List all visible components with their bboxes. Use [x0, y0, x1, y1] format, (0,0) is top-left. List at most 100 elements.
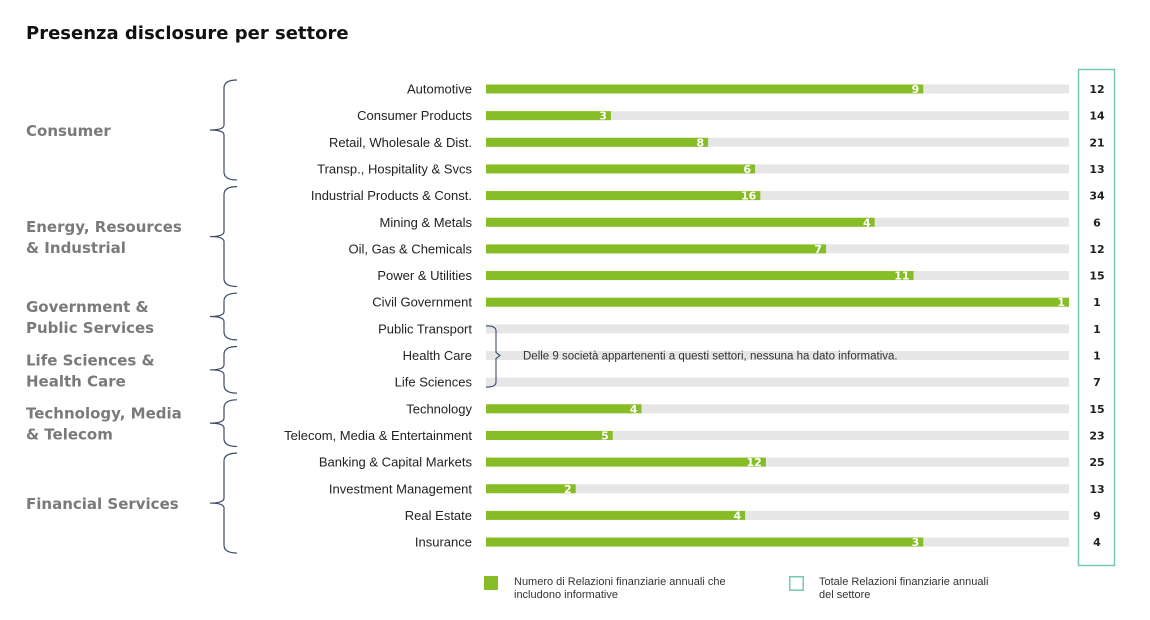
bar-value-label: 3 — [599, 110, 607, 123]
bar-includes — [486, 457, 766, 467]
total-value-label: 13 — [1089, 483, 1104, 496]
total-value-label: 15 — [1089, 270, 1104, 283]
bar-value-label: 9 — [912, 83, 920, 96]
category-label: Oil, Gas & Chemicals — [348, 241, 472, 256]
total-value-label: 12 — [1089, 83, 1104, 96]
category-label: Industrial Products & Const. — [311, 188, 472, 203]
bar-value-label: 4 — [863, 216, 871, 229]
note-bracket — [485, 325, 501, 388]
group-bracket — [209, 292, 238, 341]
total-value-label: 13 — [1089, 163, 1104, 176]
group-bracket — [209, 79, 238, 181]
bar-track — [486, 404, 1069, 414]
bar-track — [486, 484, 1069, 494]
category-label: Transp., Hospitality & Svcs — [317, 161, 472, 176]
group-label: Health Care — [26, 372, 126, 390]
bar-track — [486, 324, 1069, 334]
bar-value-label: 16 — [741, 190, 757, 203]
category-label: Telecom, Media & Entertainment — [284, 428, 472, 443]
bar-track — [486, 351, 1069, 360]
bar-value-label: 11 — [894, 270, 909, 283]
legend-label: Totale Relazioni finanziarie annuali — [819, 576, 988, 588]
bar-value-label: 1 — [1057, 296, 1065, 309]
bar-includes — [486, 484, 576, 494]
category-label: Real Estate — [405, 508, 472, 523]
bar-track — [486, 191, 1069, 201]
bar-track — [486, 377, 1069, 387]
total-value-label: 14 — [1089, 110, 1105, 123]
category-label: Technology — [406, 401, 472, 416]
bar-includes — [486, 191, 761, 201]
bar-value-label: 5 — [601, 429, 609, 442]
total-value-label: 7 — [1093, 376, 1101, 389]
bar-includes — [486, 404, 642, 414]
bar-track — [486, 164, 1069, 174]
total-value-label: 6 — [1093, 216, 1101, 229]
bar-includes — [486, 430, 613, 440]
category-label: Insurance — [415, 535, 472, 550]
category-label: Civil Government — [372, 295, 472, 310]
group-label: Consumer — [26, 122, 111, 140]
total-value-label: 1 — [1093, 296, 1101, 309]
category-label: Retail, Wholesale & Dist. — [329, 135, 472, 150]
legend-swatch-includes — [484, 576, 498, 590]
group-bracket — [209, 186, 238, 288]
bar-value-label: 4 — [630, 403, 638, 416]
bar-value-label: 8 — [696, 136, 704, 149]
bar-includes — [486, 271, 914, 281]
bar-value-label: 12 — [747, 456, 762, 469]
bar-includes — [486, 137, 709, 147]
bar-includes — [486, 111, 611, 121]
category-label: Power & Utilities — [377, 268, 472, 283]
legend-label: del settore — [819, 589, 870, 601]
bar-track — [486, 137, 1069, 147]
total-value-label: 4 — [1093, 536, 1101, 549]
category-label: Public Transport — [378, 321, 472, 336]
bar-value-label: 4 — [733, 509, 741, 522]
bar-value-label: 7 — [814, 243, 822, 256]
bar-value-label: 3 — [912, 536, 920, 549]
bar-includes — [486, 84, 924, 94]
bar-includes — [486, 217, 875, 227]
bar-track — [486, 430, 1069, 440]
no-disclosure-note: Delle 9 società appartenenti a questi se… — [523, 351, 898, 363]
category-label: Health Care — [403, 348, 472, 363]
group-label: Life Sciences & — [26, 351, 155, 369]
group-label: Government & — [26, 298, 149, 316]
total-value-label: 9 — [1093, 509, 1101, 522]
legend-label: includono informative — [514, 589, 618, 601]
total-value-label: 1 — [1093, 323, 1101, 336]
group-label: & Telecom — [26, 426, 113, 444]
bar-includes — [486, 537, 924, 547]
bar-includes — [486, 297, 1069, 307]
bar-includes — [486, 510, 746, 520]
category-label: Banking & Capital Markets — [319, 455, 473, 470]
category-label: Life Sciences — [395, 375, 473, 390]
bar-includes — [486, 164, 756, 174]
bar-track — [486, 510, 1069, 520]
group-label: Technology, Media — [26, 405, 182, 423]
legend-label: Numero di Relazioni finanziarie annuali … — [514, 576, 726, 588]
total-value-label: 23 — [1089, 429, 1104, 442]
category-label: Investment Management — [329, 481, 472, 496]
bar-track — [486, 111, 1069, 121]
group-label: Financial Services — [26, 495, 179, 513]
category-label: Mining & Metals — [380, 215, 473, 230]
legend-swatch-totals — [789, 576, 804, 591]
totals-column-box — [1077, 68, 1116, 567]
chart-title: Presenza disclosure per settore — [26, 23, 349, 44]
bar-includes — [486, 244, 827, 254]
total-value-label: 12 — [1089, 243, 1104, 256]
total-value-label: 15 — [1089, 403, 1104, 416]
group-label: Public Services — [26, 319, 154, 337]
total-value-label: 21 — [1089, 136, 1104, 149]
group-bracket — [209, 399, 238, 448]
group-label: Energy, Resources — [26, 218, 182, 236]
bar-track — [486, 457, 1069, 467]
category-label: Automotive — [407, 82, 472, 97]
group-bracket — [209, 345, 238, 394]
total-value-label: 25 — [1089, 456, 1104, 469]
total-value-label: 1 — [1093, 350, 1101, 363]
